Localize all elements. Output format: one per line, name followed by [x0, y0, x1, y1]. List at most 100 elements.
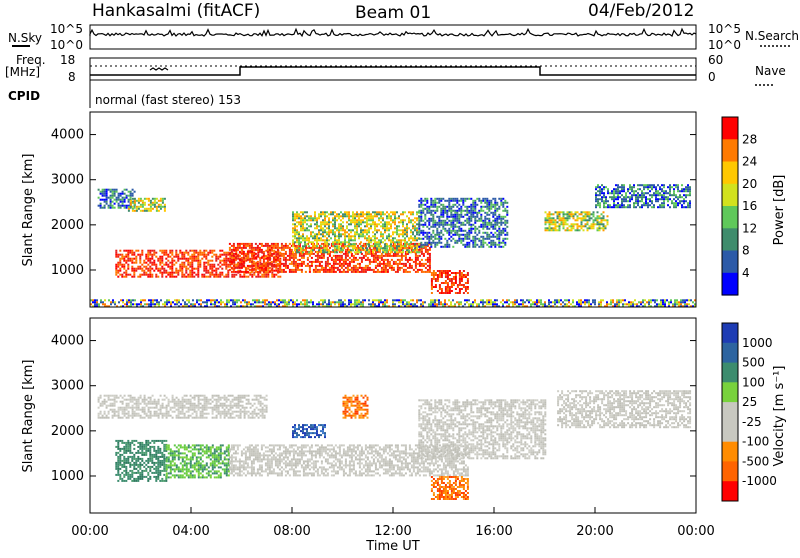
- echo-cell: [304, 239, 306, 241]
- echo-cell: [317, 269, 319, 271]
- echo-cell: [130, 299, 132, 301]
- echo-cell: [365, 265, 367, 267]
- echo-cell: [595, 223, 597, 225]
- echo-cell: [420, 216, 422, 218]
- echo-cell: [567, 223, 569, 225]
- echo-cell: [496, 230, 498, 232]
- echo-cell: [292, 301, 294, 303]
- echo-cell: [229, 243, 231, 245]
- echo-cell: [180, 303, 182, 305]
- echo-cell: [472, 242, 474, 244]
- echo-cell: [300, 301, 302, 303]
- echo-cell: [234, 301, 236, 303]
- echo-cell: [320, 215, 322, 217]
- echo-cell: [494, 246, 496, 248]
- echo-cell: [486, 204, 488, 206]
- echo-cell: [378, 303, 380, 305]
- echo-cell: [370, 217, 372, 219]
- echo-cell: [396, 245, 398, 247]
- echo-cell: [344, 239, 346, 241]
- echo-cell: [197, 254, 199, 256]
- echo-cell: [431, 288, 433, 290]
- echo-cell: [312, 245, 314, 247]
- echo-cell: [276, 303, 278, 305]
- echo-cell: [340, 235, 342, 237]
- echo-cell: [94, 301, 96, 303]
- echo-cell: [150, 299, 152, 301]
- echo-cell: [302, 225, 304, 227]
- echo-cell: [283, 255, 285, 257]
- echo-cell: [502, 230, 504, 232]
- echo-cell: [547, 213, 549, 215]
- echo-cell: [434, 224, 436, 226]
- echo-cell: [177, 270, 179, 272]
- echo-cell: [611, 196, 613, 198]
- echo-cell: [462, 202, 464, 204]
- echo-cell: [255, 247, 257, 249]
- echo-cell: [350, 249, 352, 251]
- echo-cell: [374, 235, 376, 237]
- echo-cell: [399, 267, 401, 269]
- echo-cell: [140, 206, 142, 208]
- echo-cell: [418, 234, 420, 236]
- echo-cell: [253, 257, 255, 259]
- echo-cell: [233, 257, 235, 259]
- echo-cell: [476, 216, 478, 218]
- echo-cell: [294, 223, 296, 225]
- echo-cell: [600, 299, 602, 301]
- echo-cell: [458, 301, 460, 303]
- echo-cell: [623, 204, 625, 206]
- echo-cell: [408, 303, 410, 305]
- echo-cell: [218, 301, 220, 303]
- echo-cell: [253, 253, 255, 255]
- echo-cell: [502, 204, 504, 206]
- echo-cell: [466, 218, 468, 220]
- echo-cell: [480, 216, 482, 218]
- echo-cell: [263, 255, 265, 257]
- echo-cell: [355, 259, 357, 261]
- echo-cell: [366, 211, 368, 213]
- echo-cell: [372, 211, 374, 213]
- echo-cell: [426, 242, 428, 244]
- echo-cell: [433, 270, 435, 272]
- echo-cell: [319, 255, 321, 257]
- echo-cell: [375, 255, 377, 257]
- echo-cell: [524, 301, 526, 303]
- echo-cell: [468, 210, 470, 212]
- echo-cell: [530, 303, 532, 305]
- echo-cell: [340, 249, 342, 251]
- echo-cell: [365, 267, 367, 269]
- echo-cell: [134, 202, 136, 204]
- echo-cell: [183, 252, 185, 254]
- echo-cell: [438, 232, 440, 234]
- echo-cell: [108, 413, 110, 415]
- echo-cell: [327, 269, 329, 271]
- echo-cell: [344, 233, 346, 235]
- echo-cell: [205, 276, 207, 278]
- echo-cell: [356, 229, 358, 231]
- echo-cell: [581, 225, 583, 227]
- echo-cell: [440, 200, 442, 202]
- echo-cell: [108, 299, 110, 301]
- echo-cell: [382, 233, 384, 235]
- echo-cell: [500, 220, 502, 222]
- echo-cell: [579, 217, 581, 219]
- echo-cell: [622, 299, 624, 301]
- echo-cell: [359, 267, 361, 269]
- echo-cell: [645, 198, 647, 200]
- echo-cell: [291, 249, 293, 251]
- echo-cell: [446, 200, 448, 202]
- echo-cell: [277, 265, 279, 267]
- echo-cell: [185, 276, 187, 278]
- echo-cell: [115, 274, 117, 276]
- echo-cell: [131, 252, 133, 254]
- echo-cell: [294, 249, 296, 251]
- echo-cell: [265, 245, 267, 247]
- echo-cell: [407, 267, 409, 269]
- echo-cell: [161, 272, 163, 274]
- echo-cell: [273, 265, 275, 267]
- echo-cell: [394, 241, 396, 243]
- echo-cell: [506, 222, 508, 224]
- echo-cell: [547, 221, 549, 223]
- echo-cell: [450, 208, 452, 210]
